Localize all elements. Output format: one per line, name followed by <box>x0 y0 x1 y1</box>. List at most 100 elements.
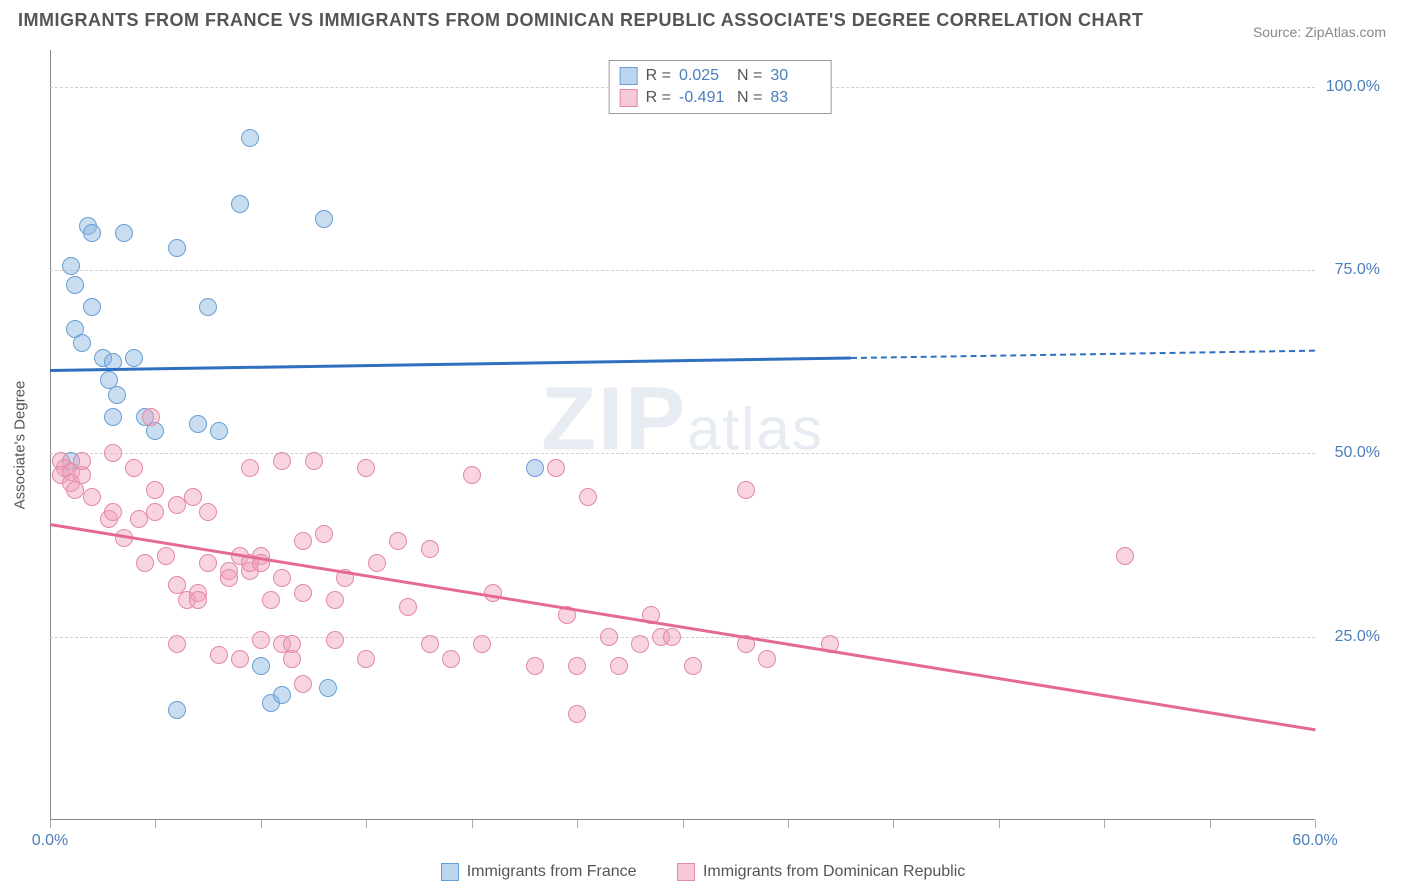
y-tick-label: 100.0% <box>1320 78 1380 96</box>
scatter-point-france <box>241 129 259 147</box>
scatter-point-dominican <box>389 532 407 550</box>
scatter-point-france <box>115 224 133 242</box>
r-label: R = <box>646 67 671 85</box>
y-axis-label: Associate's Degree <box>12 381 29 510</box>
n-value-dominican: 83 <box>770 89 820 107</box>
scatter-point-dominican <box>146 503 164 521</box>
x-tick-label: 0.0% <box>32 832 68 850</box>
swatch-france-icon <box>441 863 459 881</box>
scatter-point-france <box>526 459 544 477</box>
scatter-point-dominican <box>421 540 439 558</box>
scatter-point-dominican <box>83 488 101 506</box>
x-tick-label: 60.0% <box>1292 832 1337 850</box>
scatter-point-dominican <box>684 657 702 675</box>
x-tick <box>893 820 894 828</box>
y-tick-label: 25.0% <box>1320 628 1380 646</box>
scatter-point-france <box>168 701 186 719</box>
x-tick <box>788 820 789 828</box>
y-tick-label: 50.0% <box>1320 444 1380 462</box>
scatter-point-france <box>62 257 80 275</box>
scatter-point-dominican <box>73 452 91 470</box>
scatter-point-dominican <box>231 650 249 668</box>
scatter-point-dominican <box>315 525 333 543</box>
scatter-point-dominican <box>579 488 597 506</box>
trend-line <box>50 357 851 372</box>
scatter-point-dominican <box>600 628 618 646</box>
scatter-point-dominican <box>220 569 238 587</box>
scatter-point-france <box>189 415 207 433</box>
scatter-point-france <box>83 298 101 316</box>
scatter-point-dominican <box>442 650 460 668</box>
scatter-point-france <box>231 195 249 213</box>
scatter-point-france <box>199 298 217 316</box>
x-tick <box>155 820 156 828</box>
scatter-point-dominican <box>526 657 544 675</box>
swatch-dominican <box>620 89 638 107</box>
scatter-point-dominican <box>326 631 344 649</box>
swatch-france <box>620 67 638 85</box>
scatter-point-dominican <box>1116 547 1134 565</box>
scatter-point-dominican <box>199 503 217 521</box>
scatter-point-france <box>252 657 270 675</box>
scatter-point-dominican <box>399 598 417 616</box>
scatter-point-dominican <box>184 488 202 506</box>
grid-line <box>50 453 1315 454</box>
scatter-point-dominican <box>421 635 439 653</box>
n-label: N = <box>737 67 762 85</box>
x-tick <box>261 820 262 828</box>
scatter-point-dominican <box>473 635 491 653</box>
scatter-point-dominican <box>326 591 344 609</box>
scatter-point-france <box>83 224 101 242</box>
scatter-point-dominican <box>737 481 755 499</box>
x-tick <box>1210 820 1211 828</box>
scatter-point-france <box>73 334 91 352</box>
legend-label-france: Immigrants from France <box>467 863 637 881</box>
x-tick <box>50 820 51 828</box>
y-tick-label: 75.0% <box>1320 261 1380 279</box>
r-label: R = <box>646 89 671 107</box>
r-value-dominican: -0.491 <box>679 89 729 107</box>
scatter-point-dominican <box>663 628 681 646</box>
trend-line <box>851 349 1315 358</box>
scatter-point-dominican <box>368 554 386 572</box>
scatter-point-france <box>315 210 333 228</box>
scatter-point-dominican <box>241 459 259 477</box>
scatter-point-france <box>108 386 126 404</box>
scatter-point-france <box>104 408 122 426</box>
scatter-point-dominican <box>104 444 122 462</box>
grid-line <box>50 270 1315 271</box>
scatter-point-dominican <box>357 650 375 668</box>
scatter-point-dominican <box>210 646 228 664</box>
stats-row-france: R = 0.025 N = 30 <box>620 65 821 87</box>
x-tick <box>472 820 473 828</box>
scatter-point-france <box>319 679 337 697</box>
scatter-point-dominican <box>758 650 776 668</box>
legend-item-dominican: Immigrants from Dominican Republic <box>677 863 965 881</box>
scatter-point-dominican <box>484 584 502 602</box>
scatter-point-dominican <box>305 452 323 470</box>
scatter-point-dominican <box>130 510 148 528</box>
scatter-point-france <box>210 422 228 440</box>
scatter-point-france <box>168 239 186 257</box>
scatter-point-dominican <box>547 459 565 477</box>
watermark-sub: atlas <box>687 395 824 462</box>
scatter-point-dominican <box>142 408 160 426</box>
scatter-point-dominican <box>273 452 291 470</box>
stats-row-dominican: R = -0.491 N = 83 <box>620 87 821 109</box>
y-axis-line <box>50 50 51 820</box>
n-value-france: 30 <box>770 67 820 85</box>
scatter-point-dominican <box>294 675 312 693</box>
legend-label-dominican: Immigrants from Dominican Republic <box>703 863 965 881</box>
scatter-point-dominican <box>463 466 481 484</box>
scatter-point-dominican <box>168 496 186 514</box>
scatter-point-dominican <box>104 503 122 521</box>
scatter-point-dominican <box>294 584 312 602</box>
scatter-point-dominican <box>283 650 301 668</box>
x-tick <box>683 820 684 828</box>
swatch-dominican-icon <box>677 863 695 881</box>
scatter-point-dominican <box>262 591 280 609</box>
chart-area: ZIPatlas 25.0%50.0%75.0%100.0%0.0%60.0% … <box>50 50 1390 840</box>
scatter-point-dominican <box>125 459 143 477</box>
n-label: N = <box>737 89 762 107</box>
x-tick <box>577 820 578 828</box>
